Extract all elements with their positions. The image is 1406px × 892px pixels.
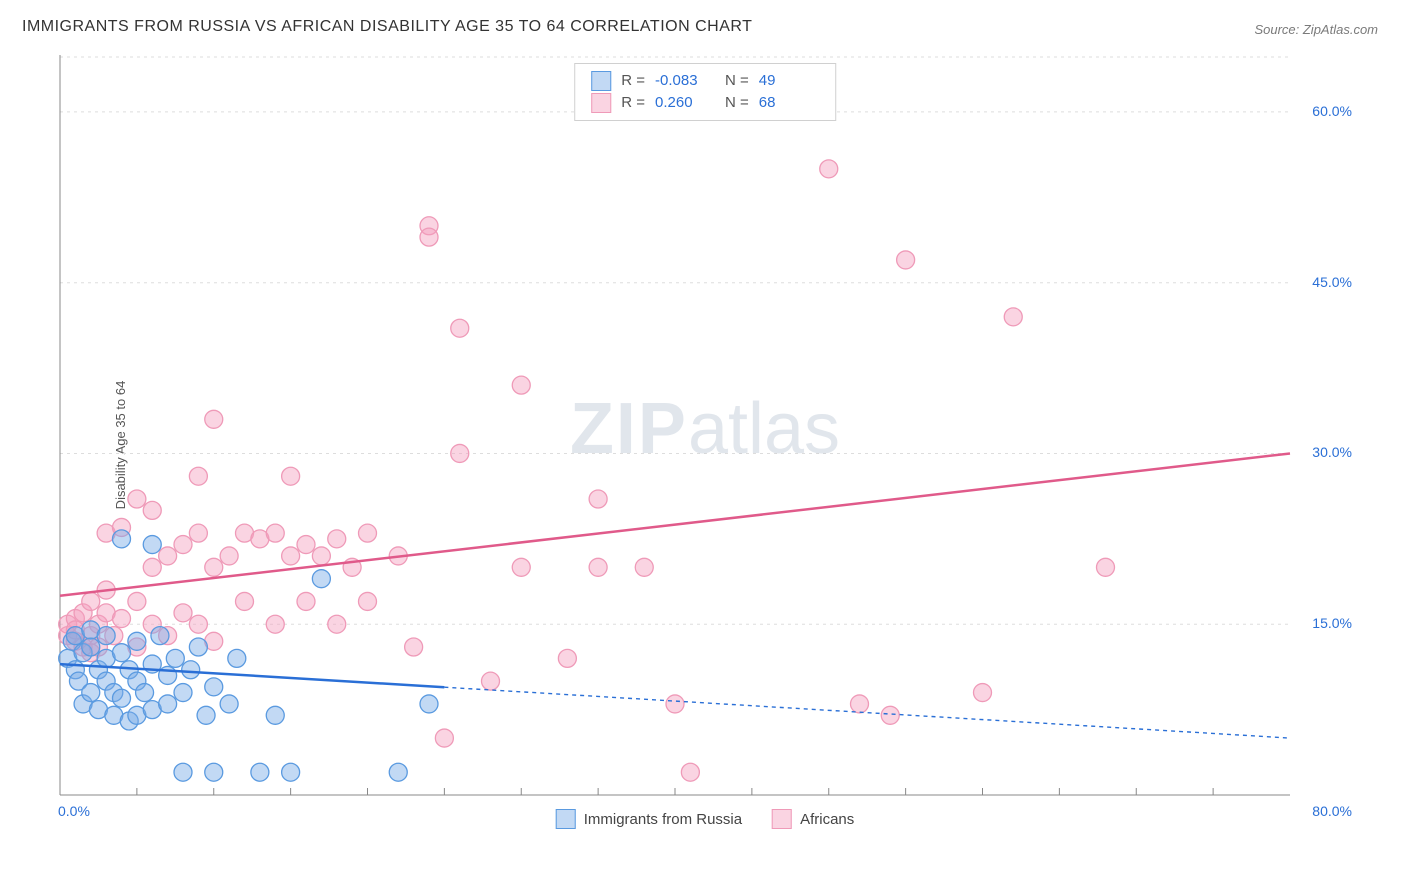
legend-row-africans: R = 0.260 N = 68 [591,92,819,114]
n-value-africans: 68 [759,92,819,114]
n-value-russia: 49 [759,70,819,92]
swatch-russia [591,71,611,91]
n-label: N = [725,70,749,92]
y-tick-label: 45.0% [1312,274,1352,290]
r-label: R = [621,92,645,114]
x-tick-label: 0.0% [58,803,90,819]
series-legend: Immigrants from Russia Africans [556,809,855,829]
x-tick-label: 80.0% [1312,803,1352,819]
swatch-africans [591,93,611,113]
r-value-russia: -0.083 [655,70,715,92]
y-tick-label: 15.0% [1312,615,1352,631]
legend-row-russia: R = -0.083 N = 49 [591,70,819,92]
y-tick-label: 30.0% [1312,444,1352,460]
correlation-legend: R = -0.083 N = 49 R = 0.260 N = 68 [574,63,836,121]
r-value-africans: 0.260 [655,92,715,114]
n-label: N = [725,92,749,114]
legend-item-russia: Immigrants from Russia [556,809,742,829]
legend-label-russia: Immigrants from Russia [584,811,742,828]
chart-canvas [50,55,1360,835]
chart-title: IMMIGRANTS FROM RUSSIA VS AFRICAN DISABI… [22,18,752,36]
y-tick-label: 60.0% [1312,103,1352,119]
swatch-russia-icon [556,809,576,829]
source-attribution: Source: ZipAtlas.com [1254,22,1378,37]
legend-label-africans: Africans [800,811,854,828]
swatch-africans-icon [772,809,792,829]
r-label: R = [621,70,645,92]
legend-item-africans: Africans [772,809,854,829]
scatter-chart: Disability Age 35 to 64 R = -0.083 N = 4… [50,55,1360,835]
